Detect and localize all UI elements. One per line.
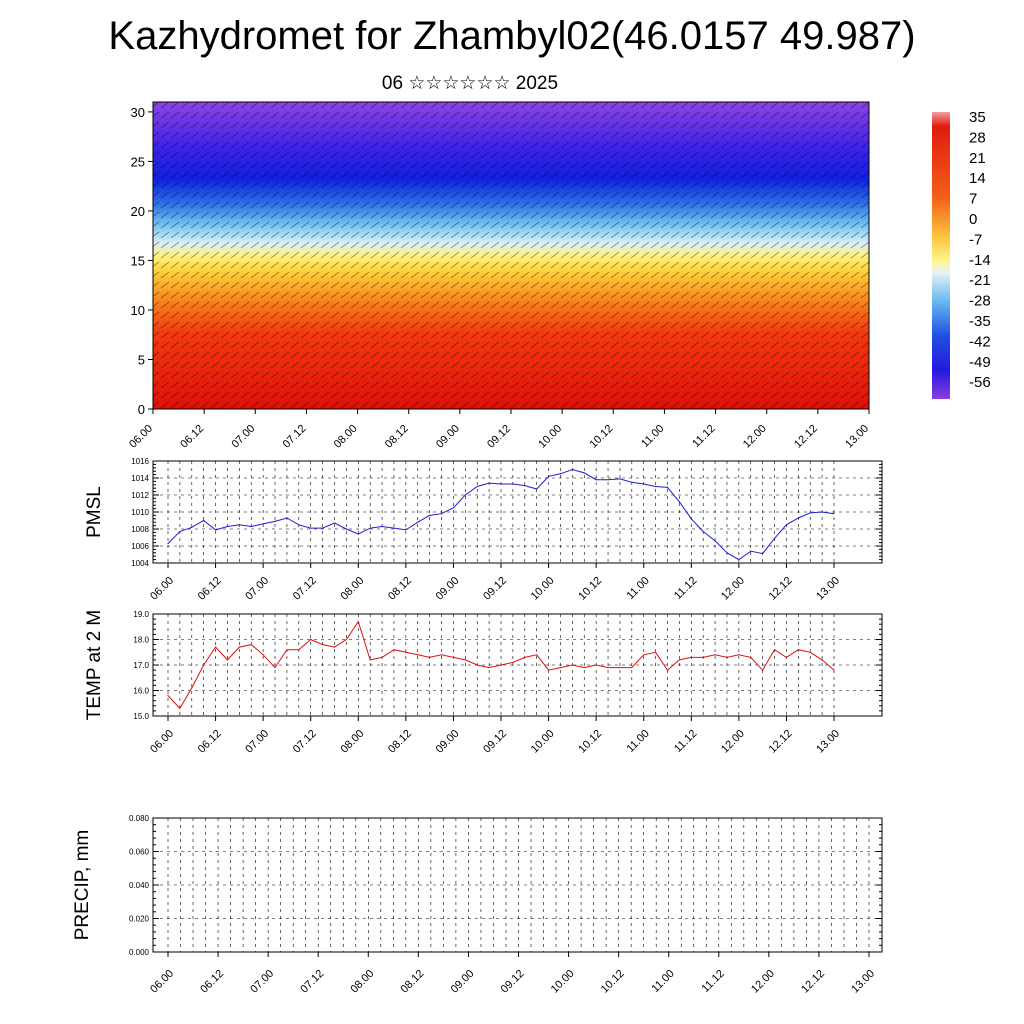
x-tick-label: 07.00: [229, 423, 257, 451]
colorbar-label: -21: [969, 272, 991, 289]
x-tick-label: 13.00: [843, 423, 871, 451]
y-tick-label: 25: [131, 154, 145, 169]
y-tick-label: 15: [131, 253, 145, 268]
y-tick-label: 5: [138, 352, 145, 367]
colorbar-label: 7: [969, 191, 977, 208]
colorbar-label: -28: [969, 293, 991, 310]
colorbar-label: 21: [969, 150, 986, 167]
x-tick-label: 07.12: [281, 423, 309, 451]
colorbar-label: 28: [969, 129, 986, 146]
x-tick-label: 09.00: [434, 423, 462, 451]
x-tick-label: 08.00: [332, 423, 360, 451]
x-tick-label: 10.00: [536, 423, 564, 451]
colorbar-scale: [932, 112, 950, 399]
colorbar-label: -35: [969, 313, 991, 330]
y-tick-label: 10: [131, 303, 145, 318]
chart-subtitle: 06 ☆☆☆☆☆☆ 2025: [381, 73, 559, 94]
colorbar-label: -49: [969, 354, 991, 371]
wind-vectors: [153, 102, 869, 409]
colorbar-label: -56: [969, 374, 991, 391]
colorbar-label: 35: [969, 109, 986, 126]
x-tick-label: 10.12: [587, 423, 615, 451]
y-tick-label: 30: [131, 105, 145, 120]
y-tick-label: 0: [138, 402, 145, 417]
colorbar-label: 14: [969, 170, 986, 187]
colorbar-label: 0: [969, 211, 977, 228]
x-tick-label: 06.00: [127, 423, 155, 451]
x-tick-label: 11.00: [639, 423, 666, 450]
colorbar-label: -14: [969, 252, 991, 269]
colorbar-label: -42: [969, 333, 991, 350]
x-tick-label: 12.00: [741, 423, 769, 451]
x-tick-label: 09.12: [485, 423, 513, 451]
x-tick-label: 08.12: [383, 423, 411, 451]
colorbar-label: -7: [969, 231, 982, 248]
chart-title: Kazhydromet for Zhambyl02(46.0157 49.987…: [108, 14, 916, 58]
y-tick-label: 20: [131, 204, 145, 219]
x-tick-label: 11.12: [690, 423, 717, 450]
x-tick-label: 12.12: [792, 423, 820, 451]
x-tick-label: 06.12: [178, 423, 206, 451]
